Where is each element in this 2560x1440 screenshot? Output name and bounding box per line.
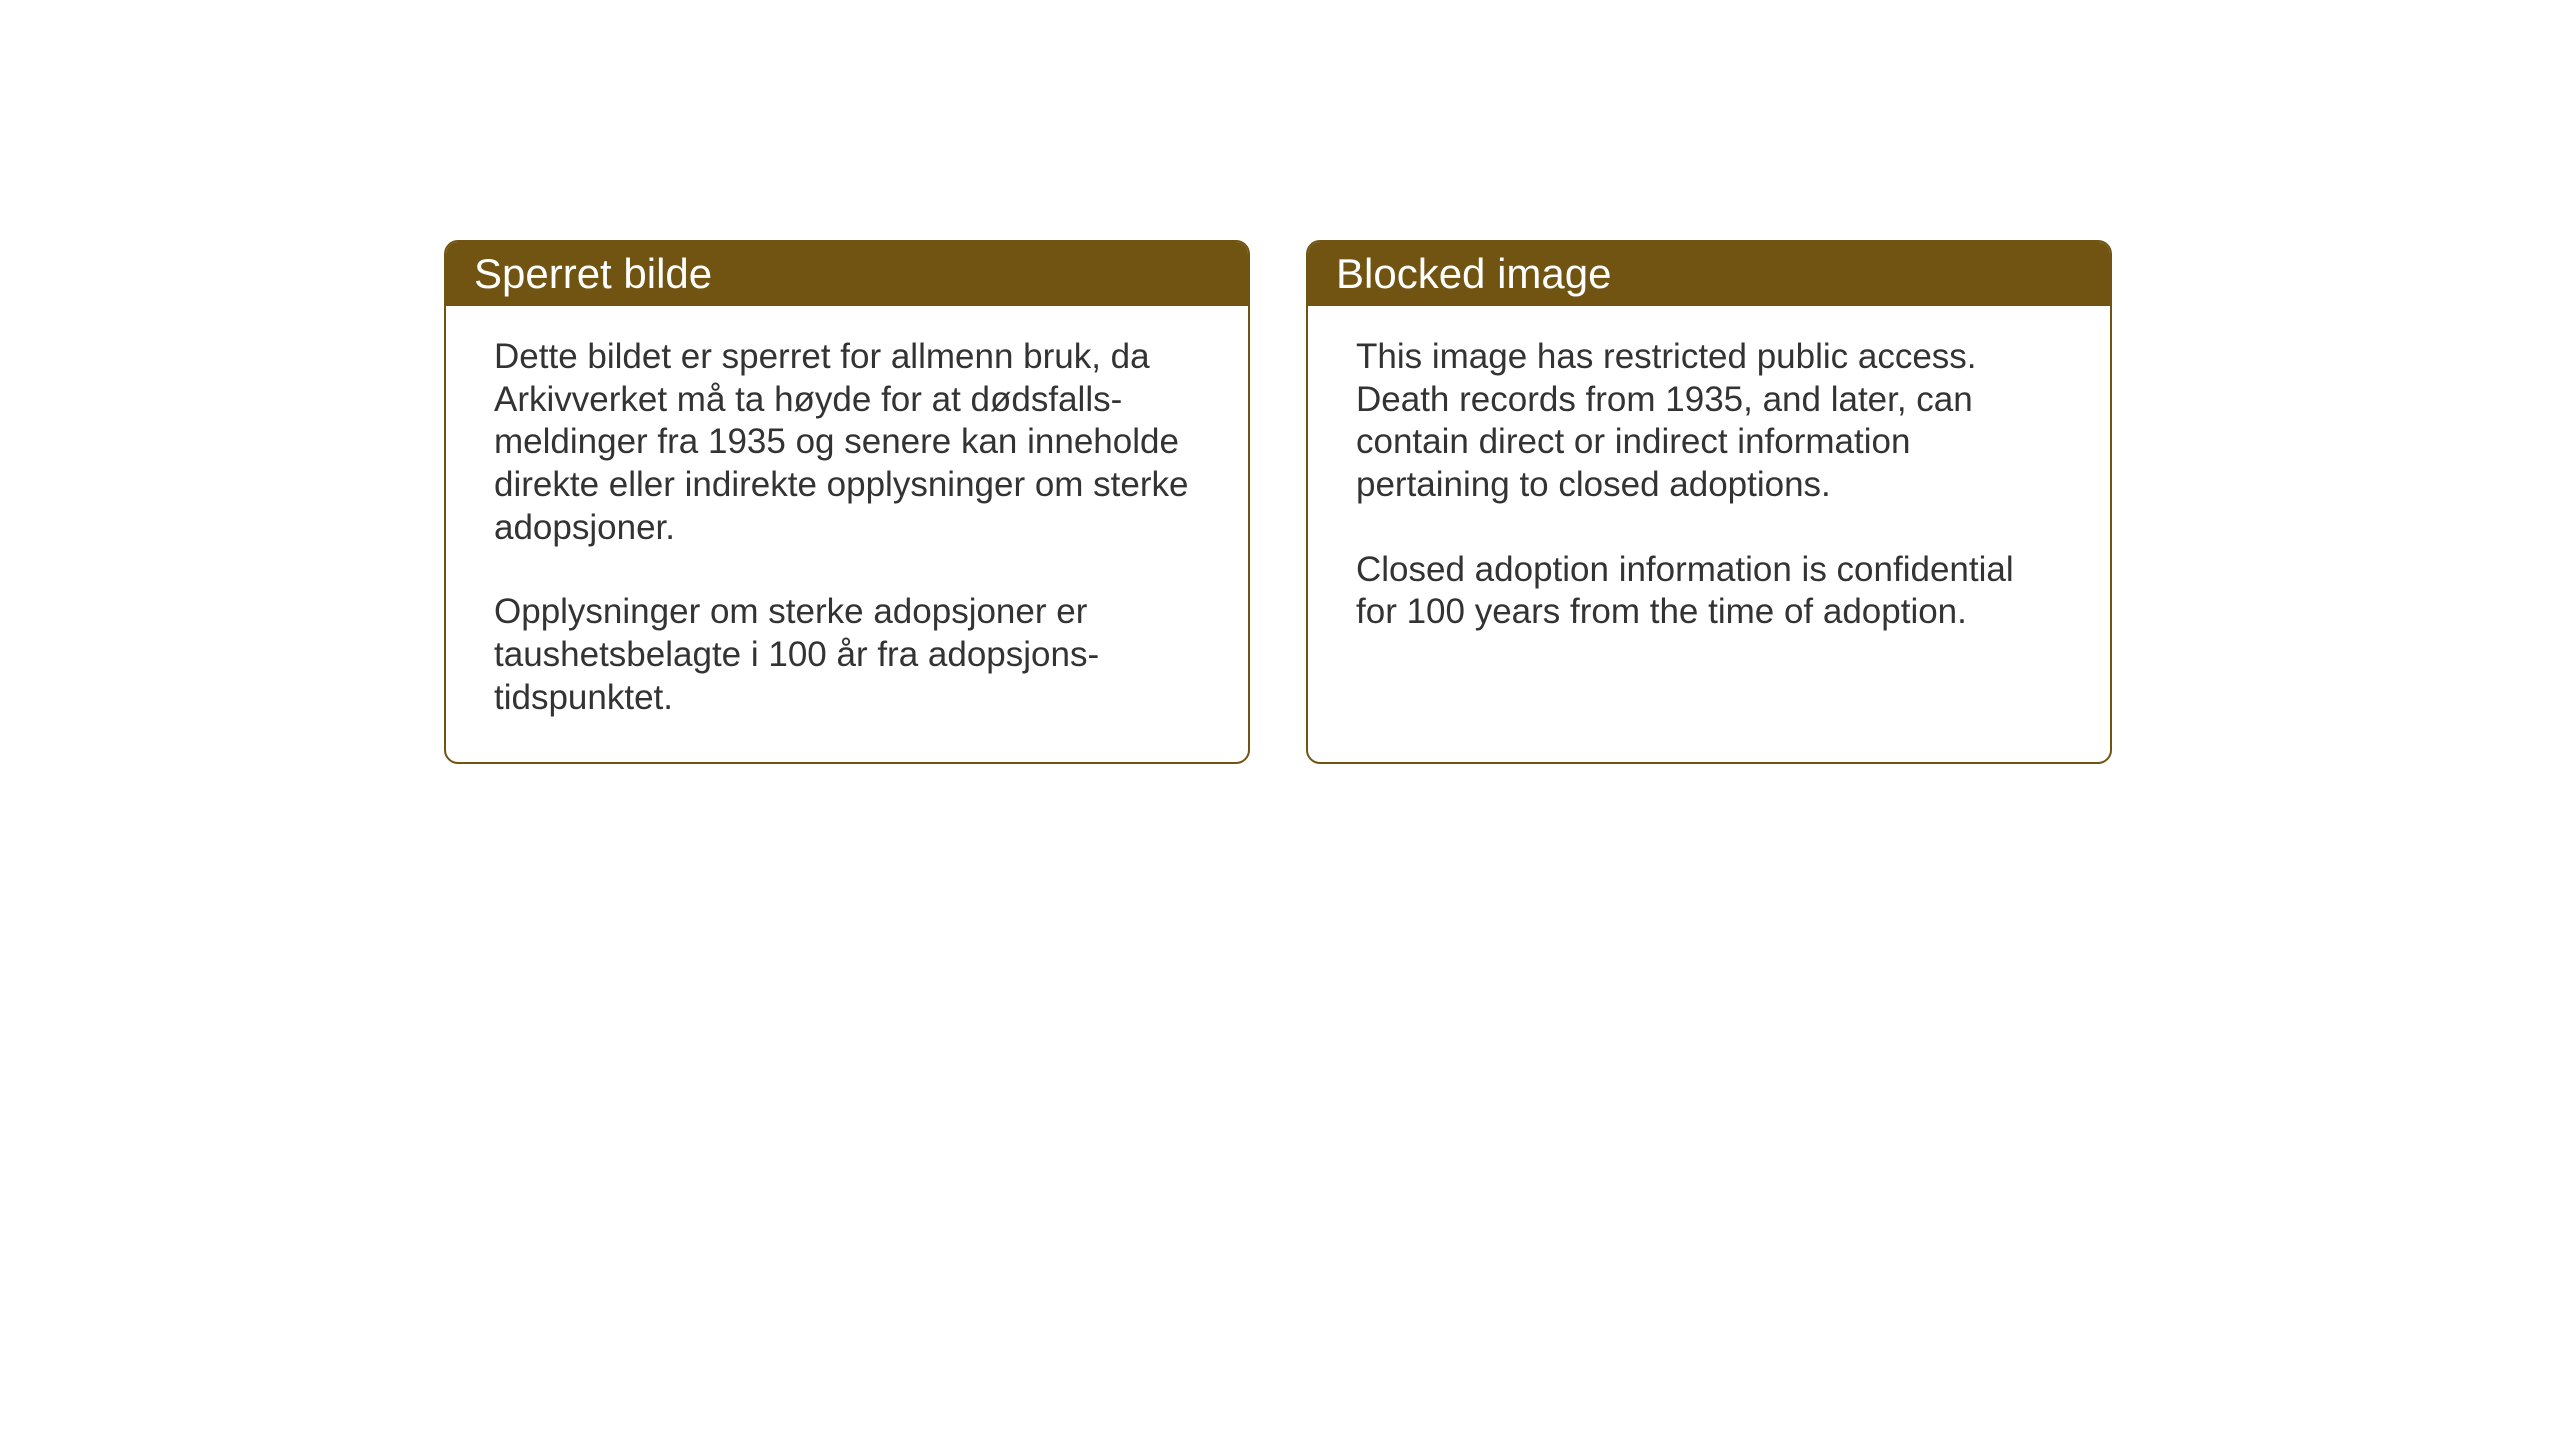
english-paragraph-1: This image has restricted public access.…: [1356, 336, 2062, 507]
norwegian-notice-card: Sperret bilde Dette bildet er sperret fo…: [444, 240, 1250, 764]
english-notice-card: Blocked image This image has restricted …: [1306, 240, 2112, 764]
norwegian-card-body: Dette bildet er sperret for allmenn bruk…: [446, 306, 1248, 762]
english-card-title: Blocked image: [1308, 242, 2110, 306]
cards-container: Sperret bilde Dette bildet er sperret fo…: [444, 240, 2112, 764]
norwegian-card-title: Sperret bilde: [446, 242, 1248, 306]
norwegian-paragraph-2: Opplysninger om sterke adopsjoner er tau…: [494, 591, 1200, 719]
english-paragraph-2: Closed adoption information is confident…: [1356, 549, 2062, 634]
english-card-body: This image has restricted public access.…: [1308, 306, 2110, 676]
norwegian-paragraph-1: Dette bildet er sperret for allmenn bruk…: [494, 336, 1200, 549]
